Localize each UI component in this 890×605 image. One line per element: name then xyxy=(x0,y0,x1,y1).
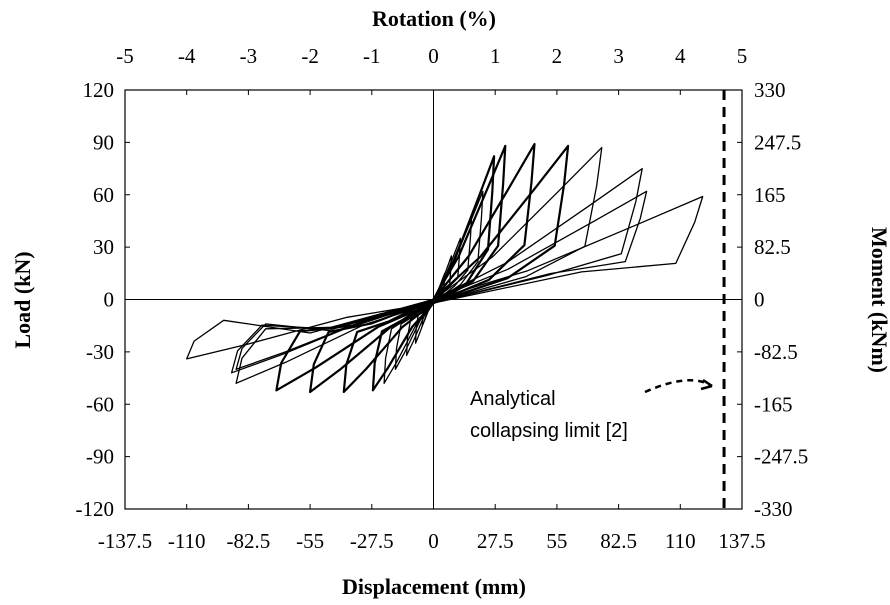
y-tick-label: -120 xyxy=(76,497,115,521)
y-tick-label: 90 xyxy=(93,130,114,154)
y2-axis-title: Moment (kNm) xyxy=(867,227,890,373)
x-tick-label: -110 xyxy=(168,529,206,553)
annotation-line-2: collapsing limit [2] xyxy=(470,420,628,442)
x2-tick-label: -3 xyxy=(240,44,258,68)
y2-tick-label: -165 xyxy=(754,392,793,416)
y2-tick-label: 330 xyxy=(754,78,786,102)
axes xyxy=(124,89,743,510)
y-tick-label: 0 xyxy=(104,288,115,312)
hysteresis-loop xyxy=(342,144,507,394)
y2-tick-label: 247.5 xyxy=(754,130,801,154)
y-tick-label: -30 xyxy=(86,340,114,364)
x-tick-label: -82.5 xyxy=(227,529,271,553)
x2-tick-label: 2 xyxy=(552,44,563,68)
x-tick-label: 0 xyxy=(428,529,439,553)
y2-tick-label: -247.5 xyxy=(754,445,808,469)
x2-tick-label: 3 xyxy=(613,44,624,68)
hysteresis-loop xyxy=(186,195,704,360)
x2-tick-label: 4 xyxy=(675,44,686,68)
x-tick-label: -55 xyxy=(296,529,324,553)
annotation-arrowhead xyxy=(700,378,713,391)
tick-labels: -137.5 -110 -82.5 -55 -27.5 0 27.5 55 82.5 110 137… xyxy=(76,44,809,553)
hysteresis-curve-group xyxy=(186,143,704,394)
x-tick-label: 137.5 xyxy=(718,529,765,553)
y2-tick-label: 165 xyxy=(754,183,786,207)
x-tick-label: -27.5 xyxy=(350,529,394,553)
y2-tick-label: 82.5 xyxy=(754,235,791,259)
x2-tick-label: -1 xyxy=(363,44,381,68)
y-axis-title: Load (kN) xyxy=(10,251,35,348)
annotation-arrow xyxy=(644,379,713,394)
x-tick-label: 110 xyxy=(665,529,696,553)
y-tick-label: 120 xyxy=(83,78,115,102)
x-axis-title: Displacement (mm) xyxy=(342,574,526,599)
y-tick-label: -90 xyxy=(86,445,114,469)
x-tick-label: 27.5 xyxy=(477,529,514,553)
annotation-line-1: Analytical xyxy=(470,388,556,410)
x-tick-label: 82.5 xyxy=(600,529,637,553)
y-tick-label: -60 xyxy=(86,392,114,416)
y2-tick-label: -82.5 xyxy=(754,340,798,364)
hysteresis-loop xyxy=(309,143,536,394)
x2-tick-label: 0 xyxy=(428,44,439,68)
x-tick-label: -137.5 xyxy=(98,529,152,553)
y-tick-label: 30 xyxy=(93,235,114,259)
y-tick-label: 60 xyxy=(93,183,114,207)
x2-tick-label: -5 xyxy=(116,44,134,68)
x2-tick-label: 1 xyxy=(490,44,501,68)
reference-line-group xyxy=(644,90,726,509)
x2-tick-label: 5 xyxy=(737,44,748,68)
x-tick-label: 55 xyxy=(546,529,567,553)
x2-tick-label: -4 xyxy=(178,44,196,68)
x2-tick-label: -2 xyxy=(301,44,319,68)
y2-tick-label: 0 xyxy=(754,288,765,312)
hysteresis-loop xyxy=(275,144,570,392)
y2-tick-label: -330 xyxy=(754,497,793,521)
x2-axis-title: Rotation (%) xyxy=(372,6,496,31)
